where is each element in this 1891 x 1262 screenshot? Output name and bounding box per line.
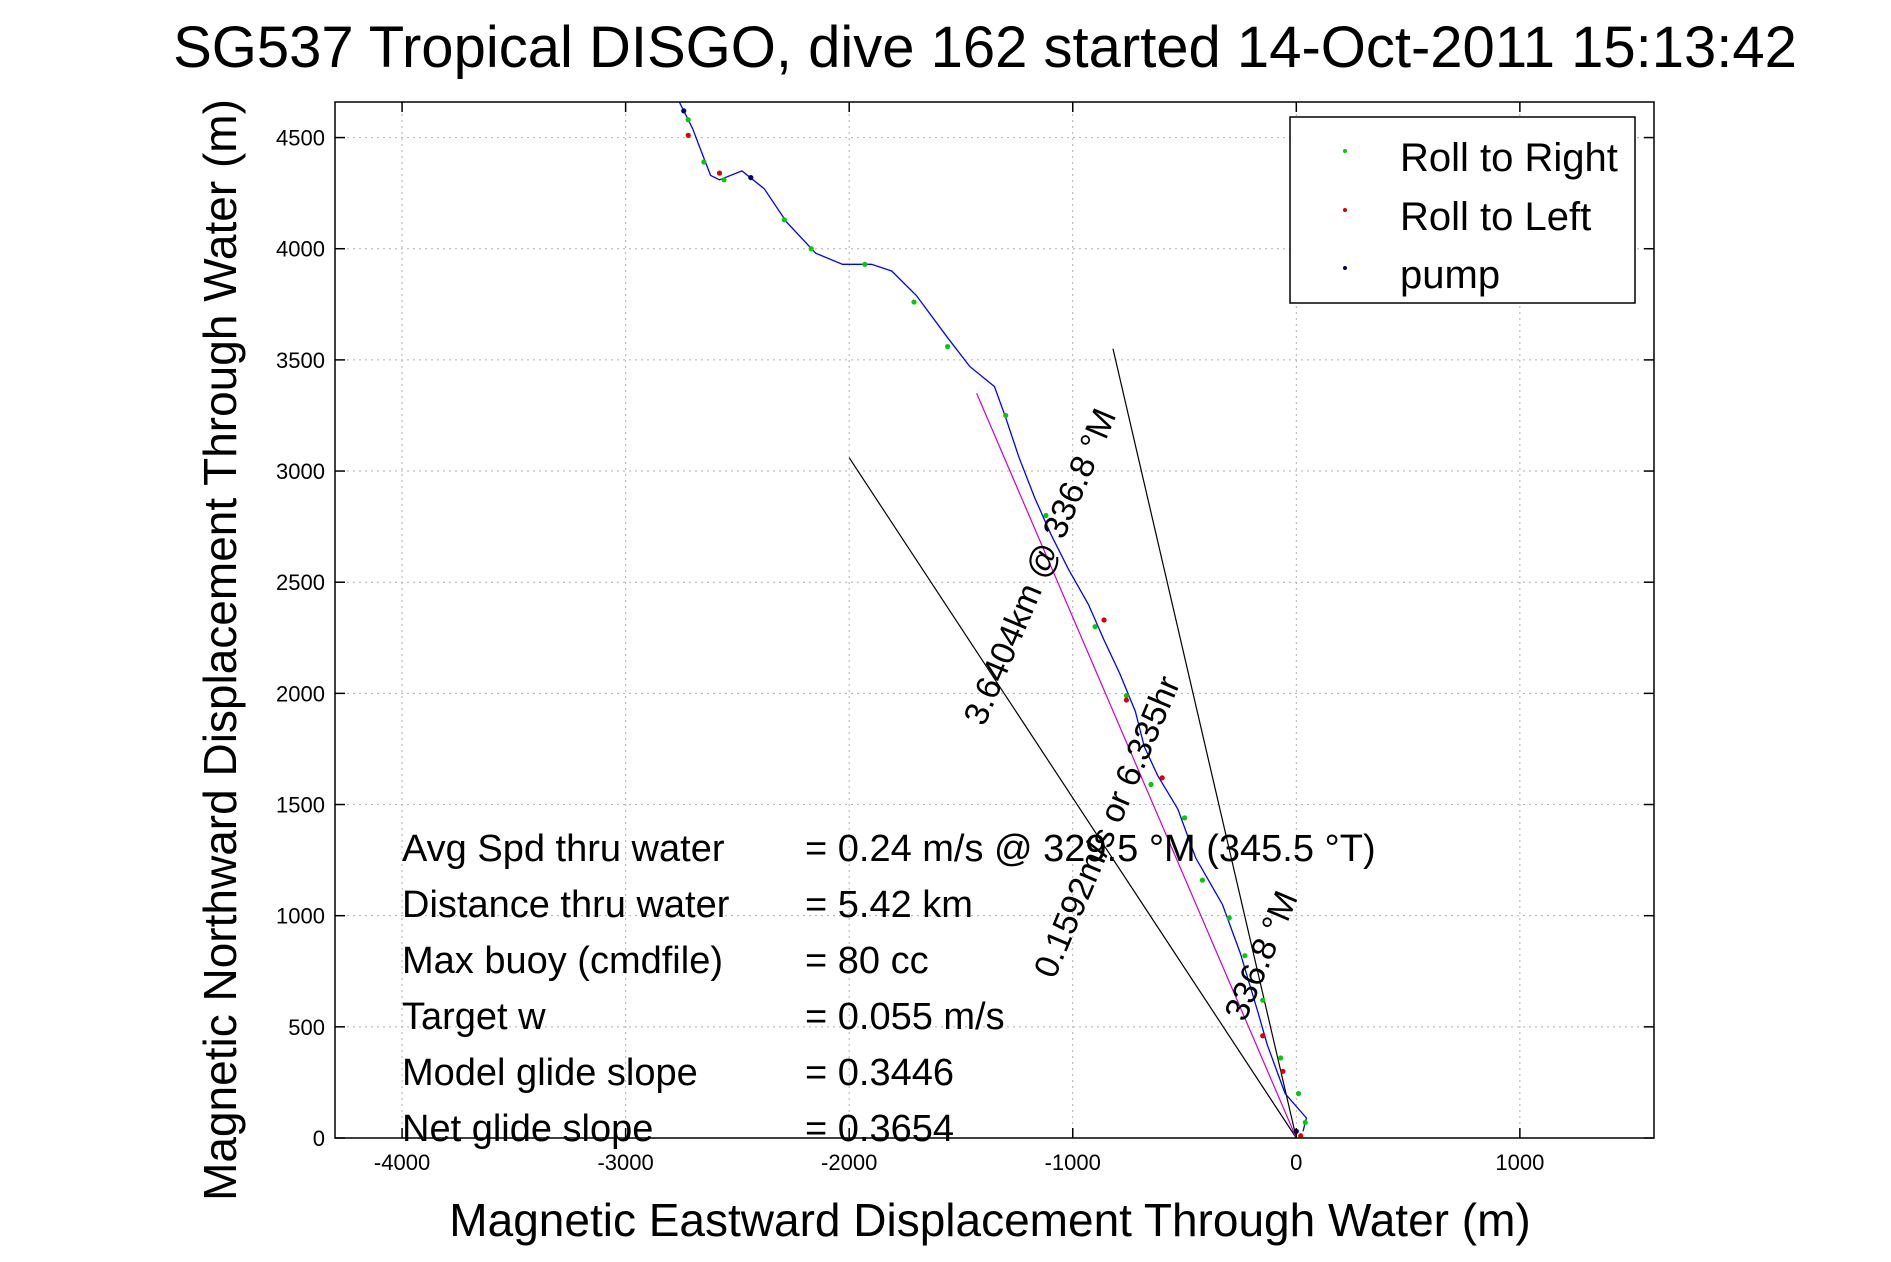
roll-right-point	[911, 299, 917, 305]
data-series	[678, 101, 1308, 1139]
chart-title: SG537 Tropical DISGO, dive 162 started 1…	[173, 15, 1797, 80]
legend: Roll to Right Roll to Left pump	[1289, 116, 1636, 304]
roll-right-point	[1003, 412, 1009, 419]
y-tick-label: 4500	[276, 126, 325, 151]
roll-right-point	[1302, 1119, 1308, 1126]
stat-label-avg-speed: Avg Spd thru water	[402, 828, 725, 870]
stat-value-distance: = 5.42 km	[805, 884, 973, 926]
roll-left-point	[685, 132, 691, 138]
roll-left-point	[1101, 617, 1107, 623]
x-tick-label: -2000	[821, 1150, 877, 1175]
roll-right-point	[781, 217, 787, 223]
y-tick-label: 2000	[276, 681, 325, 706]
legend-label-roll-right: Roll to Right	[1400, 136, 1618, 180]
roll-right-point	[944, 343, 951, 350]
stat-value-avg-speed: = 0.24 m/s @ 329.5 °M (345.5 °T)	[805, 828, 1376, 870]
roll-left-point	[716, 170, 723, 176]
roll-right-point	[1260, 997, 1266, 1003]
x-tick-label: 0	[1290, 1150, 1302, 1175]
roll-right-point	[1092, 624, 1098, 630]
y-tick-label: 3000	[276, 459, 325, 484]
x-tick-label: -3000	[597, 1150, 653, 1175]
stat-label-distance: Distance thru water	[402, 884, 730, 926]
roll-right-point	[1199, 877, 1206, 883]
roll-right-point	[701, 159, 707, 165]
roll-right-point	[1295, 1090, 1302, 1097]
roll-right-point	[721, 177, 727, 183]
y-tick-label: 2500	[276, 570, 325, 595]
stat-label-net-glide: Net glide slope	[402, 1108, 653, 1150]
roll-right-point	[808, 246, 814, 252]
roll-right-point	[862, 261, 868, 267]
legend-marker-roll-right	[1343, 149, 1347, 153]
axis-ticks: -4000 -3000 -2000 -1000 0 1000 0 500 1000 1500 200…	[276, 102, 1654, 1175]
x-axis-label: Magnetic Eastward Displacement Through W…	[449, 1194, 1530, 1246]
y-tick-label: 500	[288, 1015, 325, 1040]
legend-marker-roll-left	[1343, 208, 1347, 212]
legend-label-roll-left: Roll to Left	[1400, 195, 1591, 239]
legend-marker-pump	[1343, 266, 1347, 270]
roll-right-point	[1148, 781, 1154, 788]
x-tick-label: 1000	[1495, 1150, 1544, 1175]
y-tick-label: 4000	[276, 237, 325, 262]
y-tick-label: 3500	[276, 348, 325, 373]
roll-right-point	[1043, 512, 1049, 519]
x-tick-label: -1000	[1045, 1150, 1101, 1175]
roll-left-point	[1298, 1133, 1304, 1139]
stat-value-max-buoy: = 80 cc	[805, 940, 929, 982]
pump-point	[748, 174, 754, 181]
x-tick-label: -4000	[374, 1150, 430, 1175]
desired-course-line	[976, 392, 1297, 1139]
plot-frame	[334, 101, 1655, 1139]
y-tick-label: 1500	[276, 793, 325, 818]
reference-line	[1112, 348, 1297, 1139]
roll-right-point	[1226, 915, 1232, 921]
reference-line	[848, 457, 1297, 1139]
stat-label-max-buoy: Max buoy (cmdfile)	[402, 940, 723, 982]
roll-left-point	[1260, 1033, 1266, 1039]
roll-right-point	[1278, 1055, 1284, 1061]
reference-lines	[848, 348, 1297, 1139]
pump-point	[681, 108, 687, 114]
stat-value-target-w: = 0.055 m/s	[805, 996, 1005, 1038]
roll-right-point	[1181, 815, 1188, 821]
legend-box	[1289, 116, 1636, 304]
stat-value-net-glide: = 0.3654	[805, 1108, 954, 1150]
y-axis-label: Magnetic Northward Displacement Through …	[194, 99, 246, 1201]
roll-left-point	[1159, 775, 1165, 781]
roll-right-point	[685, 117, 691, 123]
roll-left-point	[1123, 697, 1129, 703]
roll-right-point	[1123, 692, 1129, 699]
stat-label-target-w: Target w	[402, 996, 546, 1038]
roll-left-point	[1280, 1068, 1286, 1074]
glider-track-line	[678, 101, 1308, 1132]
stat-label-model-glide: Model glide slope	[402, 1052, 698, 1094]
y-tick-label: 1000	[276, 904, 325, 929]
legend-label-pump: pump	[1400, 253, 1500, 297]
dive-statistics: Avg Spd thru water = 0.24 m/s @ 329.5 °M…	[402, 828, 1376, 1150]
y-tick-label: 0	[313, 1126, 325, 1151]
stat-value-model-glide: = 0.3446	[805, 1052, 954, 1094]
roll-right-point	[1242, 953, 1248, 959]
